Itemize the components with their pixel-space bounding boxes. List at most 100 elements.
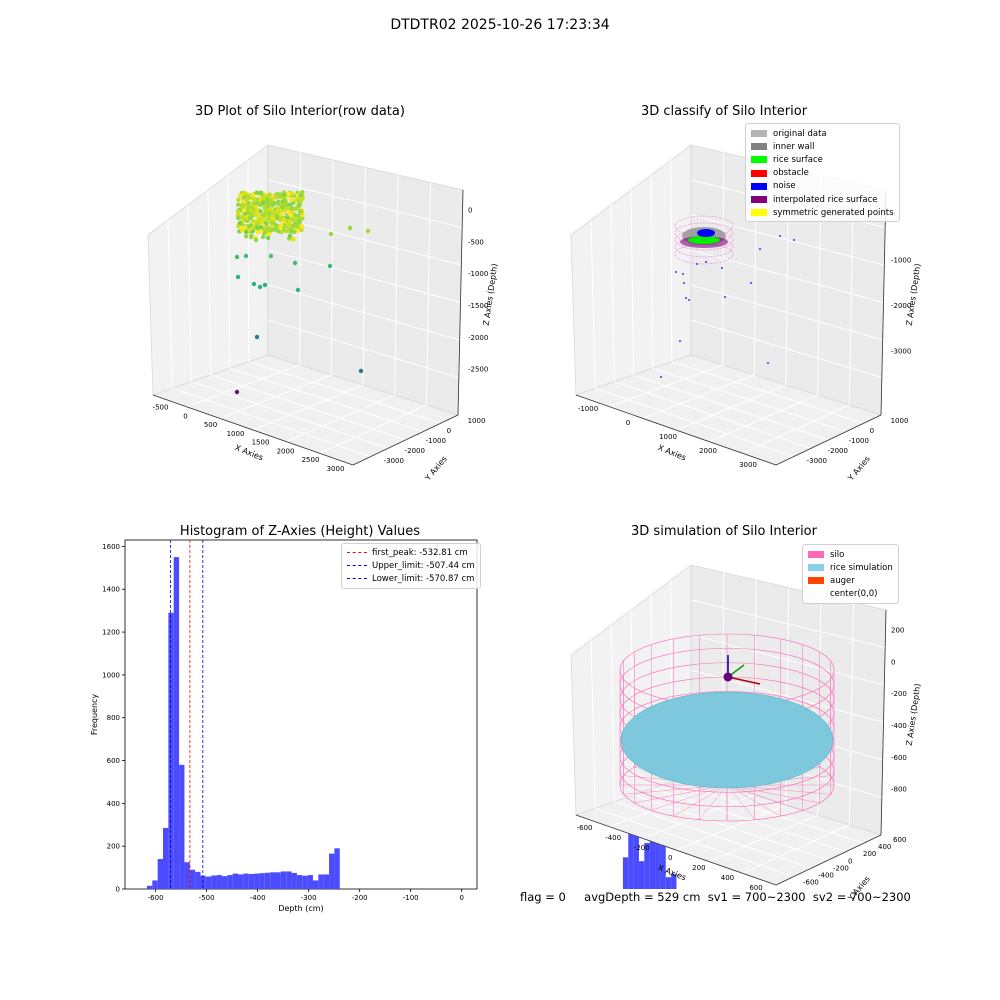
p1-point <box>249 233 254 239</box>
p4-grid <box>590 639 596 809</box>
p1-ytick-label: -3000 <box>384 457 404 465</box>
p1-point <box>250 192 256 197</box>
p1-point <box>250 229 255 234</box>
p1-point <box>266 207 272 213</box>
hist-bar <box>163 827 169 889</box>
p2-wall-ring <box>674 222 734 244</box>
p1-point <box>286 205 292 211</box>
hist-bar <box>237 874 244 889</box>
p1-point <box>290 200 296 206</box>
p2-grid <box>670 159 673 362</box>
p1-point <box>236 224 241 229</box>
p1-point <box>275 191 280 197</box>
p2-ztick-label: -1000 <box>891 256 911 264</box>
p2-xtick-label: 1000 <box>659 433 677 441</box>
p1-xtick-label: 500 <box>204 421 217 429</box>
p1-point <box>281 217 287 222</box>
legend-label: first_peak: -532.81 cm <box>372 547 468 558</box>
legend-swatch <box>808 564 824 572</box>
legend-swatch <box>751 156 767 164</box>
p4-rice-simulation <box>620 691 834 789</box>
classify-legend: original data inner wall rice surface obsta… <box>745 123 900 223</box>
p2-noise-point <box>660 376 662 378</box>
p2-noise-point <box>779 235 781 237</box>
p4-auger <box>727 676 761 685</box>
hist-bar <box>243 873 249 889</box>
p1-point <box>248 208 253 213</box>
p2-grid <box>650 174 654 369</box>
p1-y-axis-line <box>352 414 459 466</box>
legend-entry: symmetric generated points <box>751 206 894 219</box>
p1-point <box>347 225 353 231</box>
legend-label: rice simulation <box>830 562 893 573</box>
p4-silo-floor-line <box>726 784 755 820</box>
p1-point <box>266 231 272 237</box>
p2-zlabel: Z Axies (Depth) <box>905 263 923 326</box>
hist-bar <box>221 876 228 889</box>
p2-xtick-label: 0 <box>626 419 630 427</box>
legend-swatch <box>808 551 824 559</box>
p1-point <box>300 196 305 201</box>
legend-label: inner wall <box>773 141 815 152</box>
p4-zlabel: Z Axies (Depth) <box>905 683 923 746</box>
hist-bar <box>152 880 158 889</box>
p2-noise-point <box>721 267 723 269</box>
legend-line <box>347 565 367 567</box>
panel2-title: 3D classify of Silo Interior <box>640 104 808 119</box>
p4-ytick-label: -600 <box>803 879 819 887</box>
p4-ytick-label: -200 <box>833 864 849 872</box>
p2-ytick-label: 1000 <box>891 417 909 425</box>
p1-point <box>275 201 280 206</box>
p1-point <box>243 229 249 235</box>
legend-entry: center(0,0) <box>808 588 893 601</box>
p4-ytick-label: -400 <box>818 872 834 880</box>
p1-ztick-label: -2000 <box>468 334 488 342</box>
legend-line <box>347 552 367 554</box>
legend-swatch <box>751 143 767 151</box>
hist-bar <box>671 874 677 889</box>
hist-bar <box>205 876 212 889</box>
p1-point <box>239 203 245 209</box>
hist-bar <box>211 875 217 889</box>
hist-xtick-label: -400 <box>250 894 266 902</box>
p1-point <box>283 228 288 234</box>
p1-point <box>234 254 240 260</box>
p2-xtick-label: -1000 <box>578 405 598 413</box>
p1-point <box>328 231 334 237</box>
p1-point <box>234 389 240 395</box>
hist-xtick-label: -600 <box>148 894 164 902</box>
p1-ylabel: Y Axies <box>423 454 449 483</box>
p1-point <box>262 205 267 210</box>
p2-noise-point <box>750 282 752 284</box>
p1-point <box>287 224 292 229</box>
p2-noise-point <box>679 340 681 342</box>
p1-point <box>269 220 275 226</box>
p1-xtick-label: 1500 <box>252 439 270 447</box>
p1-point <box>260 234 266 240</box>
p1-point <box>258 228 264 234</box>
hist-bar <box>660 821 666 889</box>
p2-xlabel: X Axies <box>657 443 688 462</box>
p4-xtick-label: -600 <box>577 824 593 832</box>
hist-bar <box>227 875 233 889</box>
hist-bar <box>628 831 634 889</box>
legend-label: Upper_limit: -507.44 cm <box>372 560 475 571</box>
p4-grid <box>742 824 850 874</box>
hist-ytick-label: 800 <box>107 714 120 722</box>
p4-y-axis-line <box>775 834 882 886</box>
p1-point <box>255 230 261 235</box>
p2-grid <box>590 219 596 389</box>
panel1-title: 3D Plot of Silo Interior(row data) <box>195 104 405 119</box>
p1-xtick-label: 3000 <box>327 465 345 473</box>
p1-point <box>258 202 263 208</box>
legend-swatch <box>808 591 824 598</box>
p1-point <box>236 215 241 221</box>
hist-bar <box>248 874 255 889</box>
p1-point <box>258 190 263 195</box>
p1-point <box>243 234 249 239</box>
p1-point <box>292 260 298 266</box>
p1-point <box>298 209 303 214</box>
p2-noise-point <box>705 261 707 263</box>
legend-entry: inner wall <box>751 140 894 153</box>
p1-grid <box>167 219 173 389</box>
